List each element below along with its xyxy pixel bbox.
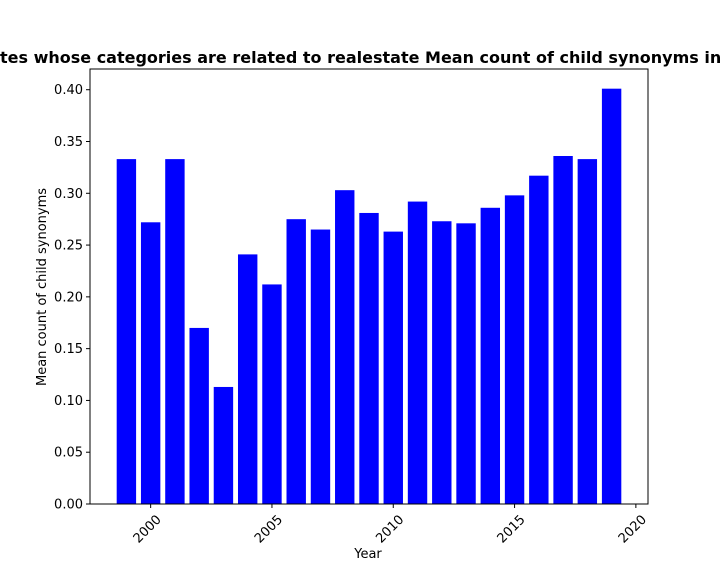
y-tick-label: 0.20 <box>54 290 83 305</box>
bar-2019 <box>601 88 622 505</box>
x-axis: 2000 2005 2010 2015 2020 <box>131 504 650 546</box>
bar-2013 <box>456 223 476 504</box>
bar-2018 <box>577 159 598 505</box>
x-tick-label: 2020 <box>616 512 650 546</box>
bar-2003 <box>213 386 234 504</box>
x-tick-label: 2015 <box>495 512 529 546</box>
x-tick-label: 2000 <box>131 512 165 546</box>
bar-2010 <box>383 231 403 505</box>
y-tick-label: 0.40 <box>54 83 83 98</box>
y-tick-label: 0.15 <box>54 342 83 357</box>
bar-2000 <box>140 222 161 505</box>
y-tick-label: 0.00 <box>54 498 83 513</box>
bar-2011 <box>407 201 428 504</box>
y-tick-label: 0.30 <box>54 187 83 202</box>
bar-1999 <box>116 159 137 505</box>
y-tick-label: 0.25 <box>54 239 83 254</box>
y-tick-label: 0.10 <box>54 394 83 409</box>
x-tick-label: 2005 <box>252 512 286 546</box>
bar-2006 <box>286 219 306 504</box>
y-axis: 0.00 0.05 0.10 0.15 0.20 0.25 0.30 0.35 0.40 <box>54 83 90 513</box>
bar-2007 <box>310 229 331 505</box>
bars-layer <box>116 88 622 505</box>
bar-2008 <box>335 190 355 504</box>
bar-2016 <box>529 175 549 504</box>
bar-2005 <box>262 284 282 504</box>
chart-title: Percentage of sites whose categories are… <box>0 48 720 67</box>
y-axis-label: Mean count of child synonyms <box>35 188 50 386</box>
bar-2012 <box>432 221 452 504</box>
bar-2014 <box>480 207 501 505</box>
x-tick-label: 2010 <box>373 512 407 546</box>
bar-2015 <box>504 195 525 505</box>
bar-2017 <box>553 156 573 504</box>
bar-2004 <box>237 254 258 504</box>
y-tick-label: 0.35 <box>54 135 83 150</box>
bar-2009 <box>359 212 379 504</box>
plot-frame <box>89 68 649 505</box>
x-axis-label: Year <box>353 547 382 562</box>
y-tick-label: 0.05 <box>54 446 83 461</box>
bar-2002 <box>189 327 209 504</box>
bar-2001 <box>165 159 185 505</box>
